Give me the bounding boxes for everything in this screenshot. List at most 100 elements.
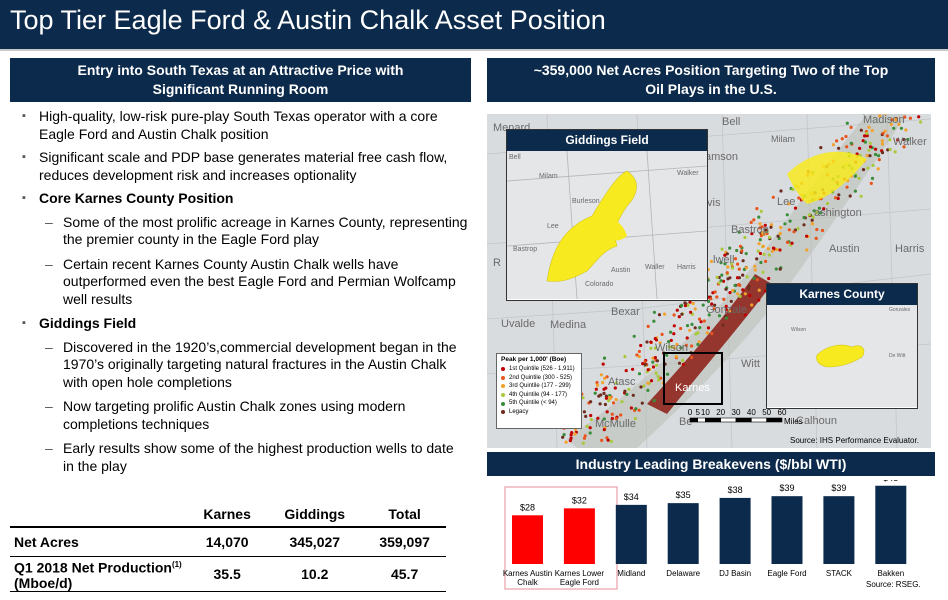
well-dot bbox=[666, 372, 670, 376]
legend-swatch bbox=[501, 367, 505, 372]
well-dot bbox=[698, 317, 702, 321]
bar-value-label: $38 bbox=[728, 485, 743, 495]
giddings-label-harris: Harris bbox=[677, 264, 696, 271]
bullet-text: Certain recent Karnes County Austin Chal… bbox=[63, 255, 456, 307]
well-dot bbox=[897, 122, 901, 126]
well-dot bbox=[785, 213, 789, 217]
well-dot bbox=[585, 424, 589, 428]
well-dot bbox=[766, 247, 770, 251]
legend-label: 3rd Quintile (177 - 299) bbox=[509, 383, 571, 390]
well-dot bbox=[767, 276, 771, 281]
well-dot bbox=[596, 416, 600, 420]
well-dot bbox=[677, 361, 682, 365]
well-dot bbox=[778, 232, 782, 236]
well-dot bbox=[763, 223, 767, 227]
giddings-label-lee: Lee bbox=[547, 223, 559, 230]
well-dot bbox=[752, 276, 756, 280]
well-dot bbox=[724, 287, 728, 291]
well-dot bbox=[819, 146, 823, 150]
well-dot bbox=[637, 408, 641, 412]
well-dot bbox=[868, 154, 872, 158]
well-dot bbox=[812, 209, 816, 213]
well-dot bbox=[657, 313, 662, 317]
well-dot bbox=[604, 386, 608, 390]
well-dot bbox=[862, 114, 865, 115]
well-dot bbox=[802, 215, 806, 220]
karnes-label-gonzales: Gonzales bbox=[889, 307, 911, 313]
well-dot bbox=[876, 167, 880, 171]
map-label-atascosa: Atasc bbox=[608, 376, 636, 388]
bullet-marker: – bbox=[45, 398, 53, 414]
bullet-text: Now targeting prolific Austin Chalk zone… bbox=[63, 398, 406, 432]
category-label: Karnes Lower bbox=[555, 569, 605, 578]
well-dot bbox=[609, 439, 613, 444]
giddings-inset-title: Giddings Field bbox=[507, 130, 707, 151]
well-dot bbox=[835, 139, 839, 143]
well-dot bbox=[849, 125, 853, 129]
bullet-marker: – bbox=[45, 213, 53, 230]
well-dot bbox=[836, 196, 840, 201]
well-dot bbox=[728, 246, 732, 250]
legend-swatch bbox=[501, 375, 505, 380]
karnes-label-dewitt: De Witt bbox=[889, 353, 906, 359]
category-label: Bakken bbox=[877, 569, 904, 578]
well-dot bbox=[645, 340, 649, 344]
well-dot bbox=[807, 213, 811, 217]
well-dot bbox=[731, 288, 735, 292]
bar bbox=[615, 504, 647, 564]
well-dot bbox=[737, 230, 741, 234]
well-dot bbox=[652, 319, 656, 323]
well-dot bbox=[744, 266, 749, 270]
map-source: Source: IHS Performance Evaluator. bbox=[790, 436, 919, 445]
well-dot bbox=[791, 187, 795, 192]
bar-value-label: $32 bbox=[572, 495, 587, 505]
well-dot bbox=[646, 368, 650, 372]
well-dot bbox=[614, 397, 618, 402]
giddings-label-colorado: Colorado bbox=[585, 281, 614, 288]
well-dot bbox=[696, 342, 700, 347]
category-label: Eagle Ford bbox=[767, 569, 806, 578]
well-dot bbox=[722, 279, 726, 283]
bullet-text: Discovered in the 1920’s,commercial deve… bbox=[63, 338, 457, 390]
well-dot bbox=[741, 273, 745, 277]
well-dot bbox=[797, 196, 801, 200]
map-label-williamson: amson bbox=[705, 151, 739, 163]
table-row: Net Acres 14,070 345,027 359,097 bbox=[10, 527, 446, 557]
well-dot bbox=[886, 148, 890, 152]
well-dot bbox=[834, 196, 838, 200]
well-dot bbox=[787, 202, 791, 206]
category-label: STACK bbox=[826, 569, 853, 578]
well-dot bbox=[653, 337, 657, 341]
karnes-inset-title: Karnes County bbox=[767, 284, 917, 305]
well-dot bbox=[792, 230, 796, 234]
category-label: Karnes Austin bbox=[503, 569, 552, 578]
well-dot bbox=[690, 344, 694, 348]
well-dot bbox=[675, 308, 679, 312]
scale-segment bbox=[751, 417, 767, 423]
map-label-bee: Be bbox=[679, 416, 693, 428]
well-dot bbox=[672, 324, 676, 328]
well-dot bbox=[748, 293, 752, 298]
well-dot bbox=[562, 433, 566, 437]
karnes-label-wilson: Wilson bbox=[791, 327, 807, 333]
well-dot bbox=[743, 235, 747, 240]
well-dot bbox=[865, 131, 869, 135]
well-dot bbox=[837, 193, 841, 197]
well-dot bbox=[659, 376, 663, 380]
well-dot bbox=[706, 326, 711, 330]
well-dot bbox=[713, 290, 717, 294]
well-dot bbox=[603, 402, 607, 407]
well-dot bbox=[665, 353, 669, 357]
well-dot bbox=[679, 326, 683, 331]
well-dot bbox=[719, 279, 723, 283]
well-dot bbox=[674, 355, 678, 359]
well-dot bbox=[723, 262, 727, 266]
category-label: Delaware bbox=[666, 569, 700, 578]
scale-tick-label: 5 bbox=[695, 408, 700, 417]
well-dot bbox=[646, 381, 650, 385]
well-dot bbox=[660, 332, 664, 336]
page-title: Top Tier Eagle Ford & Austin Chalk Asset… bbox=[10, 5, 606, 35]
well-dot bbox=[605, 375, 609, 379]
well-dot bbox=[853, 174, 857, 178]
well-dot bbox=[819, 211, 823, 215]
